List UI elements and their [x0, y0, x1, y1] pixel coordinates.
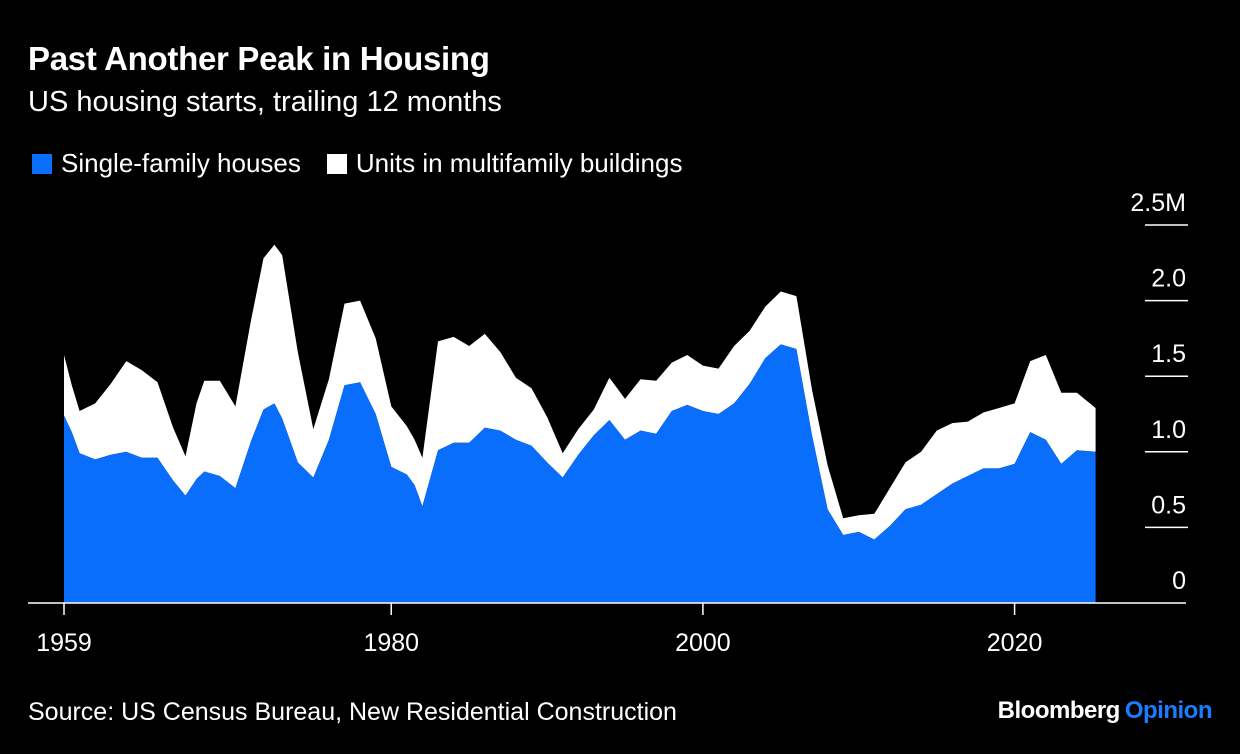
area-multifamily [64, 244, 1096, 540]
legend-swatch-single-family [32, 153, 52, 174]
legend-item-single-family: Single-family houses [32, 148, 301, 179]
y-tick-label-3: 1.5 [1151, 340, 1186, 368]
legend-item-multifamily: Units in multifamily buildings [326, 148, 683, 179]
chart-title: Past Another Peak in Housing [28, 40, 490, 77]
legend-label-multifamily: Units in multifamily buildings [355, 148, 683, 178]
x-tick-label-3: 2020 [987, 629, 1043, 657]
brand-section: Opinion [1124, 697, 1213, 724]
legend-swatch-multifamily [326, 153, 347, 174]
y-tick-label-4: 2.0 [1151, 265, 1186, 293]
area-single-family [64, 344, 1096, 603]
brand-logo: Bloomberg Opinion [997, 697, 1213, 725]
x-tick-label-2: 2000 [675, 629, 731, 657]
y-tick-label-2: 1.0 [1151, 416, 1186, 444]
source-note: Source: US Census Bureau, New Residentia… [28, 698, 677, 726]
y-tick-label-5: 2.5M [1130, 189, 1186, 217]
y-tick-label-1: 0.5 [1151, 491, 1186, 519]
x-tick-label-1: 1980 [363, 629, 419, 657]
y-tick-label-0: 0 [1172, 567, 1186, 595]
legend-label-single-family: Single-family houses [61, 148, 301, 178]
brand-name: Bloomberg [997, 697, 1121, 724]
x-tick-label-0: 1959 [36, 629, 92, 657]
chart-subtitle: US housing starts, trailing 12 months [28, 86, 502, 118]
chart-legend: Single-family houses Units in multifamil… [32, 148, 708, 179]
